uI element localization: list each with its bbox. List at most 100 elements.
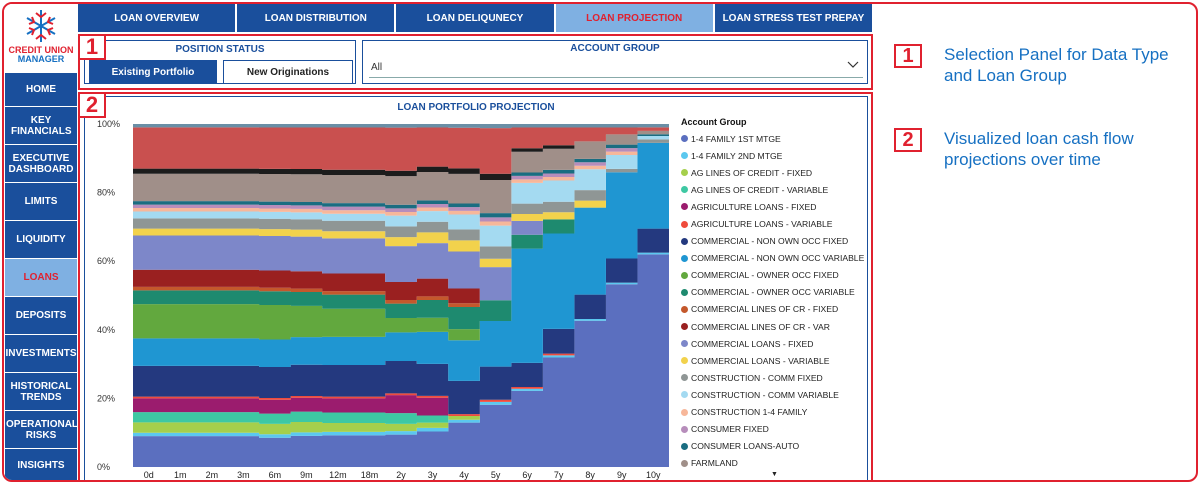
legend-item[interactable]: AG LINES OF CREDIT - VARIABLE xyxy=(681,181,867,198)
chart-legend: Account Group 1-4 FAMILY 1ST MTGE 1-4 FAM… xyxy=(681,117,867,472)
legend-item[interactable]: AG LINES OF CREDIT - FIXED xyxy=(681,164,867,181)
area-series-6 xyxy=(133,228,669,415)
existing-portfolio-button[interactable]: Existing Portfolio xyxy=(89,60,217,84)
legend-item[interactable]: CONSUMER LOANS-AUTO xyxy=(681,438,867,455)
legend-item[interactable]: COMMERCIAL - OWNER OCC VARIABLE xyxy=(681,284,867,301)
sidebar-item-historical-trends[interactable]: HISTORICAL TRENDS xyxy=(5,372,77,410)
x-tick-label: 3y xyxy=(428,470,438,480)
x-tick-label: 10y xyxy=(646,470,661,480)
area-series-7 xyxy=(133,142,669,381)
sidebar-item-investments[interactable]: INVESTMENTS xyxy=(5,334,77,372)
area-series-19 xyxy=(133,130,669,214)
area-series-14 xyxy=(133,139,669,259)
x-tick-label: 12m xyxy=(329,470,347,480)
sidebar-item-liquidity[interactable]: LIQUIDITY xyxy=(5,220,77,258)
annotation-1-text: Selection Panel for Data Type and Loan G… xyxy=(944,45,1169,85)
sidebar-item-label: KEY FINANCIALS xyxy=(11,114,72,137)
legend-item[interactable]: AGRICULTURE LOANS - FIXED xyxy=(681,198,867,215)
sidebar-item-key-financials[interactable]: KEY FINANCIALS xyxy=(5,106,77,144)
legend-item[interactable]: FARMLAND xyxy=(681,455,867,472)
legend-dot-icon xyxy=(681,288,688,296)
area-series-13 xyxy=(133,142,669,268)
sidebar-item-label: HOME xyxy=(26,84,56,95)
x-tick-label: 5y xyxy=(491,470,501,480)
y-tick-label: 100% xyxy=(97,119,120,129)
sidebar-item-label: EXECUTIVE DASHBOARD xyxy=(8,152,74,175)
legend-item[interactable]: 1-4 FAMILY 1ST MTGE xyxy=(681,130,867,147)
area-series-12 xyxy=(133,142,669,301)
area-series-4 xyxy=(133,252,669,416)
logo-line2: MANAGER xyxy=(17,54,65,64)
chart-panel: LOAN PORTFOLIO PROJECTION 0% 20% 40% 60% 80%… xyxy=(78,92,873,480)
sidebar-item-deposits[interactable]: DEPOSITS xyxy=(5,296,77,334)
tab-loan-delinquency[interactable]: LOAN DELIQUNECY xyxy=(396,4,554,32)
legend-dot-icon xyxy=(681,203,688,211)
legend-item[interactable]: 1-4 FAMILY 2ND MTGE xyxy=(681,147,867,164)
legend-item[interactable]: COMMERCIAL LINES OF CR - VAR xyxy=(681,318,867,335)
area-series-path xyxy=(133,139,669,259)
legend-item[interactable]: CONSTRUCTION - COMM VARIABLE xyxy=(681,386,867,403)
x-tick-label: 18m xyxy=(361,470,379,480)
snowflake-logo-icon xyxy=(26,10,56,42)
x-tick-label: 9m xyxy=(300,470,313,480)
legend-item[interactable]: CONSTRUCTION 1-4 FAMILY xyxy=(681,404,867,421)
area-series-path xyxy=(133,142,669,341)
legend-item[interactable]: AGRICULTURE LOANS - VARIABLE xyxy=(681,215,867,232)
legend-item[interactable]: COMMERCIAL LOANS - FIXED xyxy=(681,335,867,352)
sidebar-item-insights[interactable]: INSIGHTS xyxy=(5,448,77,480)
legend-label: COMMERCIAL LINES OF CR - VAR xyxy=(691,321,830,332)
sidebar-item-label: DEPOSITS xyxy=(15,310,67,321)
legend-label: COMMERCIAL LOANS - FIXED xyxy=(691,338,814,349)
legend-scroll-down-icon[interactable]: ▼ xyxy=(771,471,778,478)
legend-item[interactable]: CONSUMER FIXED xyxy=(681,421,867,438)
legend-item[interactable]: COMMERCIAL - NON OWN OCC VARIABLE xyxy=(681,250,867,267)
tab-loan-distribution[interactable]: LOAN DISTRIBUTION xyxy=(237,4,395,32)
legend-label: CONSUMER FIXED xyxy=(691,424,769,435)
legend-dot-icon xyxy=(681,135,688,143)
legend-label: CONSUMER LOANS-AUTO xyxy=(691,441,800,452)
legend-label: 1-4 FAMILY 1ST MTGE xyxy=(691,133,781,144)
sidebar-item-limits[interactable]: LIMITS xyxy=(5,182,77,220)
sidebar-item-label: LIMITS xyxy=(24,196,58,207)
area-series-0 xyxy=(133,254,669,467)
legend-dot-icon xyxy=(681,220,688,228)
y-tick-label: 40% xyxy=(97,325,115,335)
sidebar-item-executive-dashboard[interactable]: EXECUTIVE DASHBOARD xyxy=(5,144,77,182)
tab-loan-overview[interactable]: LOAN OVERVIEW xyxy=(78,4,236,32)
x-tick-label: 9y xyxy=(617,470,627,480)
legend-dot-icon xyxy=(681,459,688,467)
legend-dot-icon xyxy=(681,391,688,399)
position-status-title: POSITION STATUS xyxy=(175,44,265,55)
annotation-1: 1 Selection Panel for Data Type and Loan… xyxy=(894,44,1184,92)
account-group-select[interactable]: All xyxy=(369,58,863,78)
top-nav: LOAN OVERVIEW LOAN DISTRIBUTION LOAN DEL… xyxy=(78,4,873,32)
legend-label: AGRICULTURE LOANS - FIXED xyxy=(691,201,817,212)
legend-label: COMMERCIAL - NON OWN OCC VARIABLE xyxy=(691,253,865,264)
legend-dot-icon xyxy=(681,237,688,245)
legend-item[interactable]: COMMERCIAL LOANS - VARIABLE xyxy=(681,352,867,369)
sidebar-item-loans[interactable]: LOANS xyxy=(5,258,77,296)
tab-loan-stress-test-prepay[interactable]: LOAN STRESS TEST PREPAY xyxy=(714,4,873,32)
area-series-path xyxy=(133,252,669,416)
legend-dot-icon xyxy=(681,442,688,450)
legend-dot-icon xyxy=(681,425,688,433)
legend-label: AG LINES OF CREDIT - FIXED xyxy=(691,167,813,178)
area-series-path xyxy=(133,130,669,214)
sidebar-item-home[interactable]: HOME xyxy=(5,72,77,106)
annotation-2-number: 2 xyxy=(894,128,922,152)
legend-item[interactable]: COMMERCIAL - OWNER OCC FIXED xyxy=(681,267,867,284)
legend-item[interactable]: CONSTRUCTION - COMM FIXED xyxy=(681,369,867,386)
stacked-area-chart: 0% 20% 40% 60% 80% 100% 0d 1m 2m 3m 6m 9m 12m 18m 2y 3y… xyxy=(97,119,669,480)
x-tick-label: 2m xyxy=(206,470,219,480)
legend-item[interactable]: COMMERCIAL - NON OWN OCC FIXED xyxy=(681,233,867,250)
sidebar-item-operational-risks[interactable]: OPERATIONAL RISKS xyxy=(5,410,78,448)
sidebar: CREDIT UNION MANAGER HOME KEY FINANCIALS… xyxy=(4,4,78,480)
legend-label: COMMERCIAL LINES OF CR - FIXED xyxy=(691,304,839,315)
legend-item[interactable]: COMMERCIAL LINES OF CR - FIXED xyxy=(681,301,867,318)
new-originations-button[interactable]: New Originations xyxy=(223,60,353,84)
account-group-value: All xyxy=(371,62,383,73)
tab-loan-projection[interactable]: LOAN PROJECTION xyxy=(555,4,713,32)
account-group-box: ACCOUNT GROUP All xyxy=(362,40,868,84)
x-tick-label: 1m xyxy=(174,470,187,480)
